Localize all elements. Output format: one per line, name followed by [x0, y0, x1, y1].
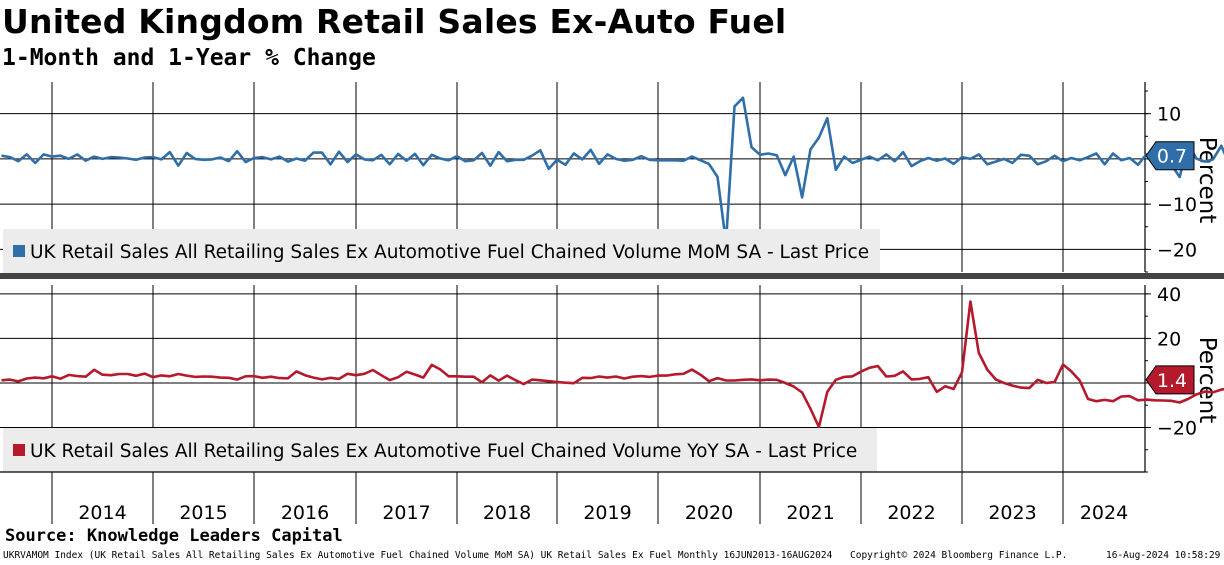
x-tick-label: 2022 — [887, 502, 935, 524]
y-tick-label: −10 — [1157, 194, 1197, 216]
source-note: Source: Knowledge Leaders Capital — [5, 526, 343, 546]
chart-subtitle: 1-Month and 1-Year % Change — [2, 45, 376, 71]
x-tick-label: 2021 — [786, 502, 834, 524]
footer-timestamp: 16-Aug-2024 10:58:29 — [1106, 550, 1221, 561]
legend-label: UK Retail Sales All Retailing Sales Ex A… — [30, 242, 869, 263]
yoy-panel: −20 20 40 Percent 1.4 UK Retail Sales All Ret… — [0, 284, 1224, 473]
y-tick-label: −20 — [1157, 417, 1197, 439]
x-tick-label: 2024 — [1080, 502, 1128, 524]
x-tick-label: 2018 — [483, 502, 531, 524]
x-tick-label: 2014 — [78, 502, 126, 524]
x-tick-label: 2016 — [281, 502, 329, 524]
x-axis: 2014 2015 2016 2017 2018 2019 2020 2021 2022 2023… — [0, 273, 1224, 524]
series-line — [1, 96, 1224, 244]
legend-swatch — [13, 245, 25, 257]
y-tick-label: −20 — [1157, 239, 1197, 261]
footer-series-info: UKRVAMOM Index (UK Retail Sales All Reta… — [3, 550, 833, 561]
x-tick-label: 2019 — [583, 502, 631, 524]
series-line — [1, 300, 1224, 429]
panel-separator — [0, 273, 1224, 279]
legend-swatch — [13, 444, 25, 456]
y-axis-label: Percent — [1194, 137, 1220, 224]
last-value-tag — [1145, 141, 1195, 171]
last-value-label: 0.7 — [1157, 146, 1187, 168]
x-tick-label: 2023 — [988, 502, 1036, 524]
y-tick-label: 10 — [1157, 104, 1181, 126]
last-value-label: 1.4 — [1157, 370, 1187, 392]
footer-copyright: Copyright© 2024 Bloomberg Finance L.P. — [850, 550, 1068, 561]
y-tick-label: 40 — [1157, 284, 1181, 306]
x-tick-label: 2017 — [382, 502, 430, 524]
x-tick-label: 2015 — [179, 502, 227, 524]
mom-panel: −20 −10 10 Percent 0.7 UK Retail Sales All Re… — [0, 82, 1224, 273]
legend-box — [3, 428, 877, 472]
chart-title: United Kingdom Retail Sales Ex-Auto Fuel — [2, 2, 787, 41]
y-tick-label: 20 — [1157, 328, 1181, 350]
last-value-tag — [1145, 365, 1195, 395]
legend-label: UK Retail Sales All Retailing Sales Ex A… — [30, 441, 857, 462]
y-axis-label: Percent — [1194, 337, 1220, 424]
x-tick-label: 2020 — [685, 502, 733, 524]
legend-box — [3, 229, 880, 273]
